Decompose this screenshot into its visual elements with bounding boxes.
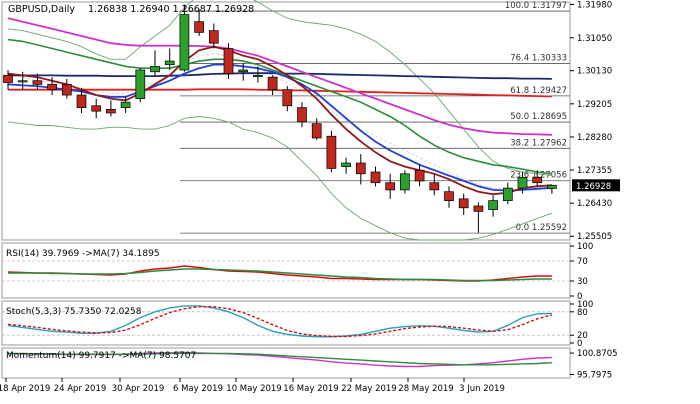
- candle-body-4: [61, 83, 72, 96]
- candle-body-21: [311, 123, 322, 139]
- rsi-tick-label-3: 0: [577, 292, 582, 302]
- date-label-8: 3 Jun 2019: [459, 384, 505, 394]
- candle-body-5: [76, 94, 87, 108]
- candle-body-22: [326, 135, 337, 169]
- line-ma-pink: [7, 17, 552, 136]
- candle-body-23: [341, 162, 351, 167]
- chart-symbol: GBPUSD,Daily: [8, 4, 75, 15]
- candle-body-6: [91, 105, 102, 112]
- candle-body-36: [532, 177, 543, 184]
- price-tick-label-3: 1.29205: [577, 100, 612, 110]
- rsi-line-rsi-ma: [8, 268, 552, 282]
- candle-body-10: [150, 66, 160, 73]
- line-bb-upper: [7, 0, 552, 177]
- line-ma-green: [7, 38, 552, 175]
- line-ema-fast: [7, 45, 552, 196]
- momentum-tick-label-1: 95.7975: [577, 370, 612, 380]
- momentum-line-mom-ma: [8, 352, 552, 366]
- rsi-tick-label-0: 100: [577, 242, 593, 252]
- candle-body-9: [135, 69, 146, 99]
- candle-body-29: [429, 182, 440, 191]
- fib-label-6: 0.0 1.25592: [516, 223, 567, 233]
- fib-label-5: 23.6 1.27056: [510, 171, 567, 181]
- line-bb-mid: [7, 53, 552, 191]
- momentum-pane: [1, 347, 571, 379]
- candle-body-37: [547, 184, 557, 189]
- line-bb-lower: [7, 116, 553, 241]
- candle-body-19: [282, 89, 293, 107]
- candle-body-15: [223, 48, 234, 74]
- last-price-label: 1.26928: [576, 182, 611, 192]
- candle-body-17: [253, 75, 263, 77]
- price-tick-label-2: 1.30130: [577, 67, 612, 77]
- date-label-1: 24 Apr 2019: [54, 384, 107, 394]
- candle-body-20: [297, 107, 307, 123]
- date-label-4: 10 May 2019: [226, 384, 281, 394]
- fib-label-0: 100.0 1.31797: [505, 1, 567, 11]
- stoch-line-stoch-d: [7, 306, 553, 338]
- stoch-tick-label-3: 0: [577, 339, 582, 349]
- candle-body-27: [400, 173, 410, 191]
- fib-label-1: 76.4 1.30333: [510, 53, 567, 63]
- candle-body-7: [106, 109, 116, 114]
- stoch-tick-label-1: 80: [577, 308, 588, 318]
- rsi-pane: [1, 242, 571, 299]
- chart-ohlc: 1.26838 1.26940 1.26687 1.26928: [88, 4, 254, 15]
- candle-body-34: [502, 187, 513, 201]
- price-tick-label-1: 1.31050: [577, 34, 612, 44]
- candle-body-8: [120, 101, 131, 108]
- candle-body-24: [355, 162, 366, 175]
- stoch-title: Stoch(5,3,3) 75.7350 72.0258: [6, 307, 142, 317]
- price-tick-label-4: 1.28280: [577, 133, 612, 143]
- candle-body-32: [473, 205, 484, 212]
- momentum-tick-label-0: 100.8705: [577, 349, 618, 359]
- fib-label-2: 61.8 1.29427: [510, 86, 567, 96]
- date-label-2: 30 Apr 2019: [112, 384, 165, 394]
- candle-body-14: [208, 30, 219, 44]
- last-price-box: [572, 179, 620, 192]
- stoch-tick-label-0: 100: [577, 300, 593, 310]
- date-label-5: 16 May 2019: [283, 384, 338, 394]
- candle-body-26: [385, 182, 396, 191]
- rsi-tick-label-2: 30: [577, 277, 588, 287]
- candle-body-28: [414, 169, 425, 182]
- price-tick-label-7: 1.25505: [577, 232, 612, 242]
- candle-body-11: [164, 60, 175, 65]
- candle-body-33: [488, 200, 498, 210]
- price-pane: [1, 1, 571, 241]
- rsi-tick-label-1: 70: [577, 257, 588, 267]
- date-label-3: 6 May 2019: [173, 384, 223, 394]
- stoch-tick-label-2: 20: [577, 331, 588, 341]
- candle-body-0: [3, 75, 13, 83]
- date-label-0: 18 Apr 2019: [0, 384, 50, 394]
- fib-label-3: 50.0 1.28695: [510, 112, 567, 122]
- candle-body-13: [194, 21, 204, 33]
- price-tick-label-5: 1.27355: [577, 166, 612, 176]
- candle-body-12: [179, 14, 190, 71]
- date-label-6: 22 May 2019: [341, 384, 396, 394]
- candle-body-25: [370, 171, 381, 184]
- candle-body-35: [517, 177, 528, 189]
- candle-body-30: [444, 191, 454, 201]
- stoch-pane: [1, 300, 571, 346]
- candle-body-16: [238, 69, 249, 73]
- candle-body-18: [267, 76, 278, 91]
- momentum-title: Momentum(14) 99.7917 ->MA(7) 98.5707: [6, 351, 196, 361]
- candle-body-2: [32, 80, 43, 85]
- candle-body-1: [17, 80, 28, 83]
- price-tick-label-6: 1.26430: [577, 199, 612, 209]
- candle-body-3: [47, 83, 57, 91]
- date-label-7: 28 May 2019: [398, 384, 453, 394]
- fib-label-4: 38.2 1.27962: [510, 138, 567, 148]
- candle-body-31: [458, 198, 469, 209]
- rsi-title: RSI(14) 39.7969 ->MA(7) 34.1895: [6, 249, 160, 259]
- price-tick-label-0: 1.31980: [577, 1, 612, 11]
- line-ma-red: [8, 88, 552, 98]
